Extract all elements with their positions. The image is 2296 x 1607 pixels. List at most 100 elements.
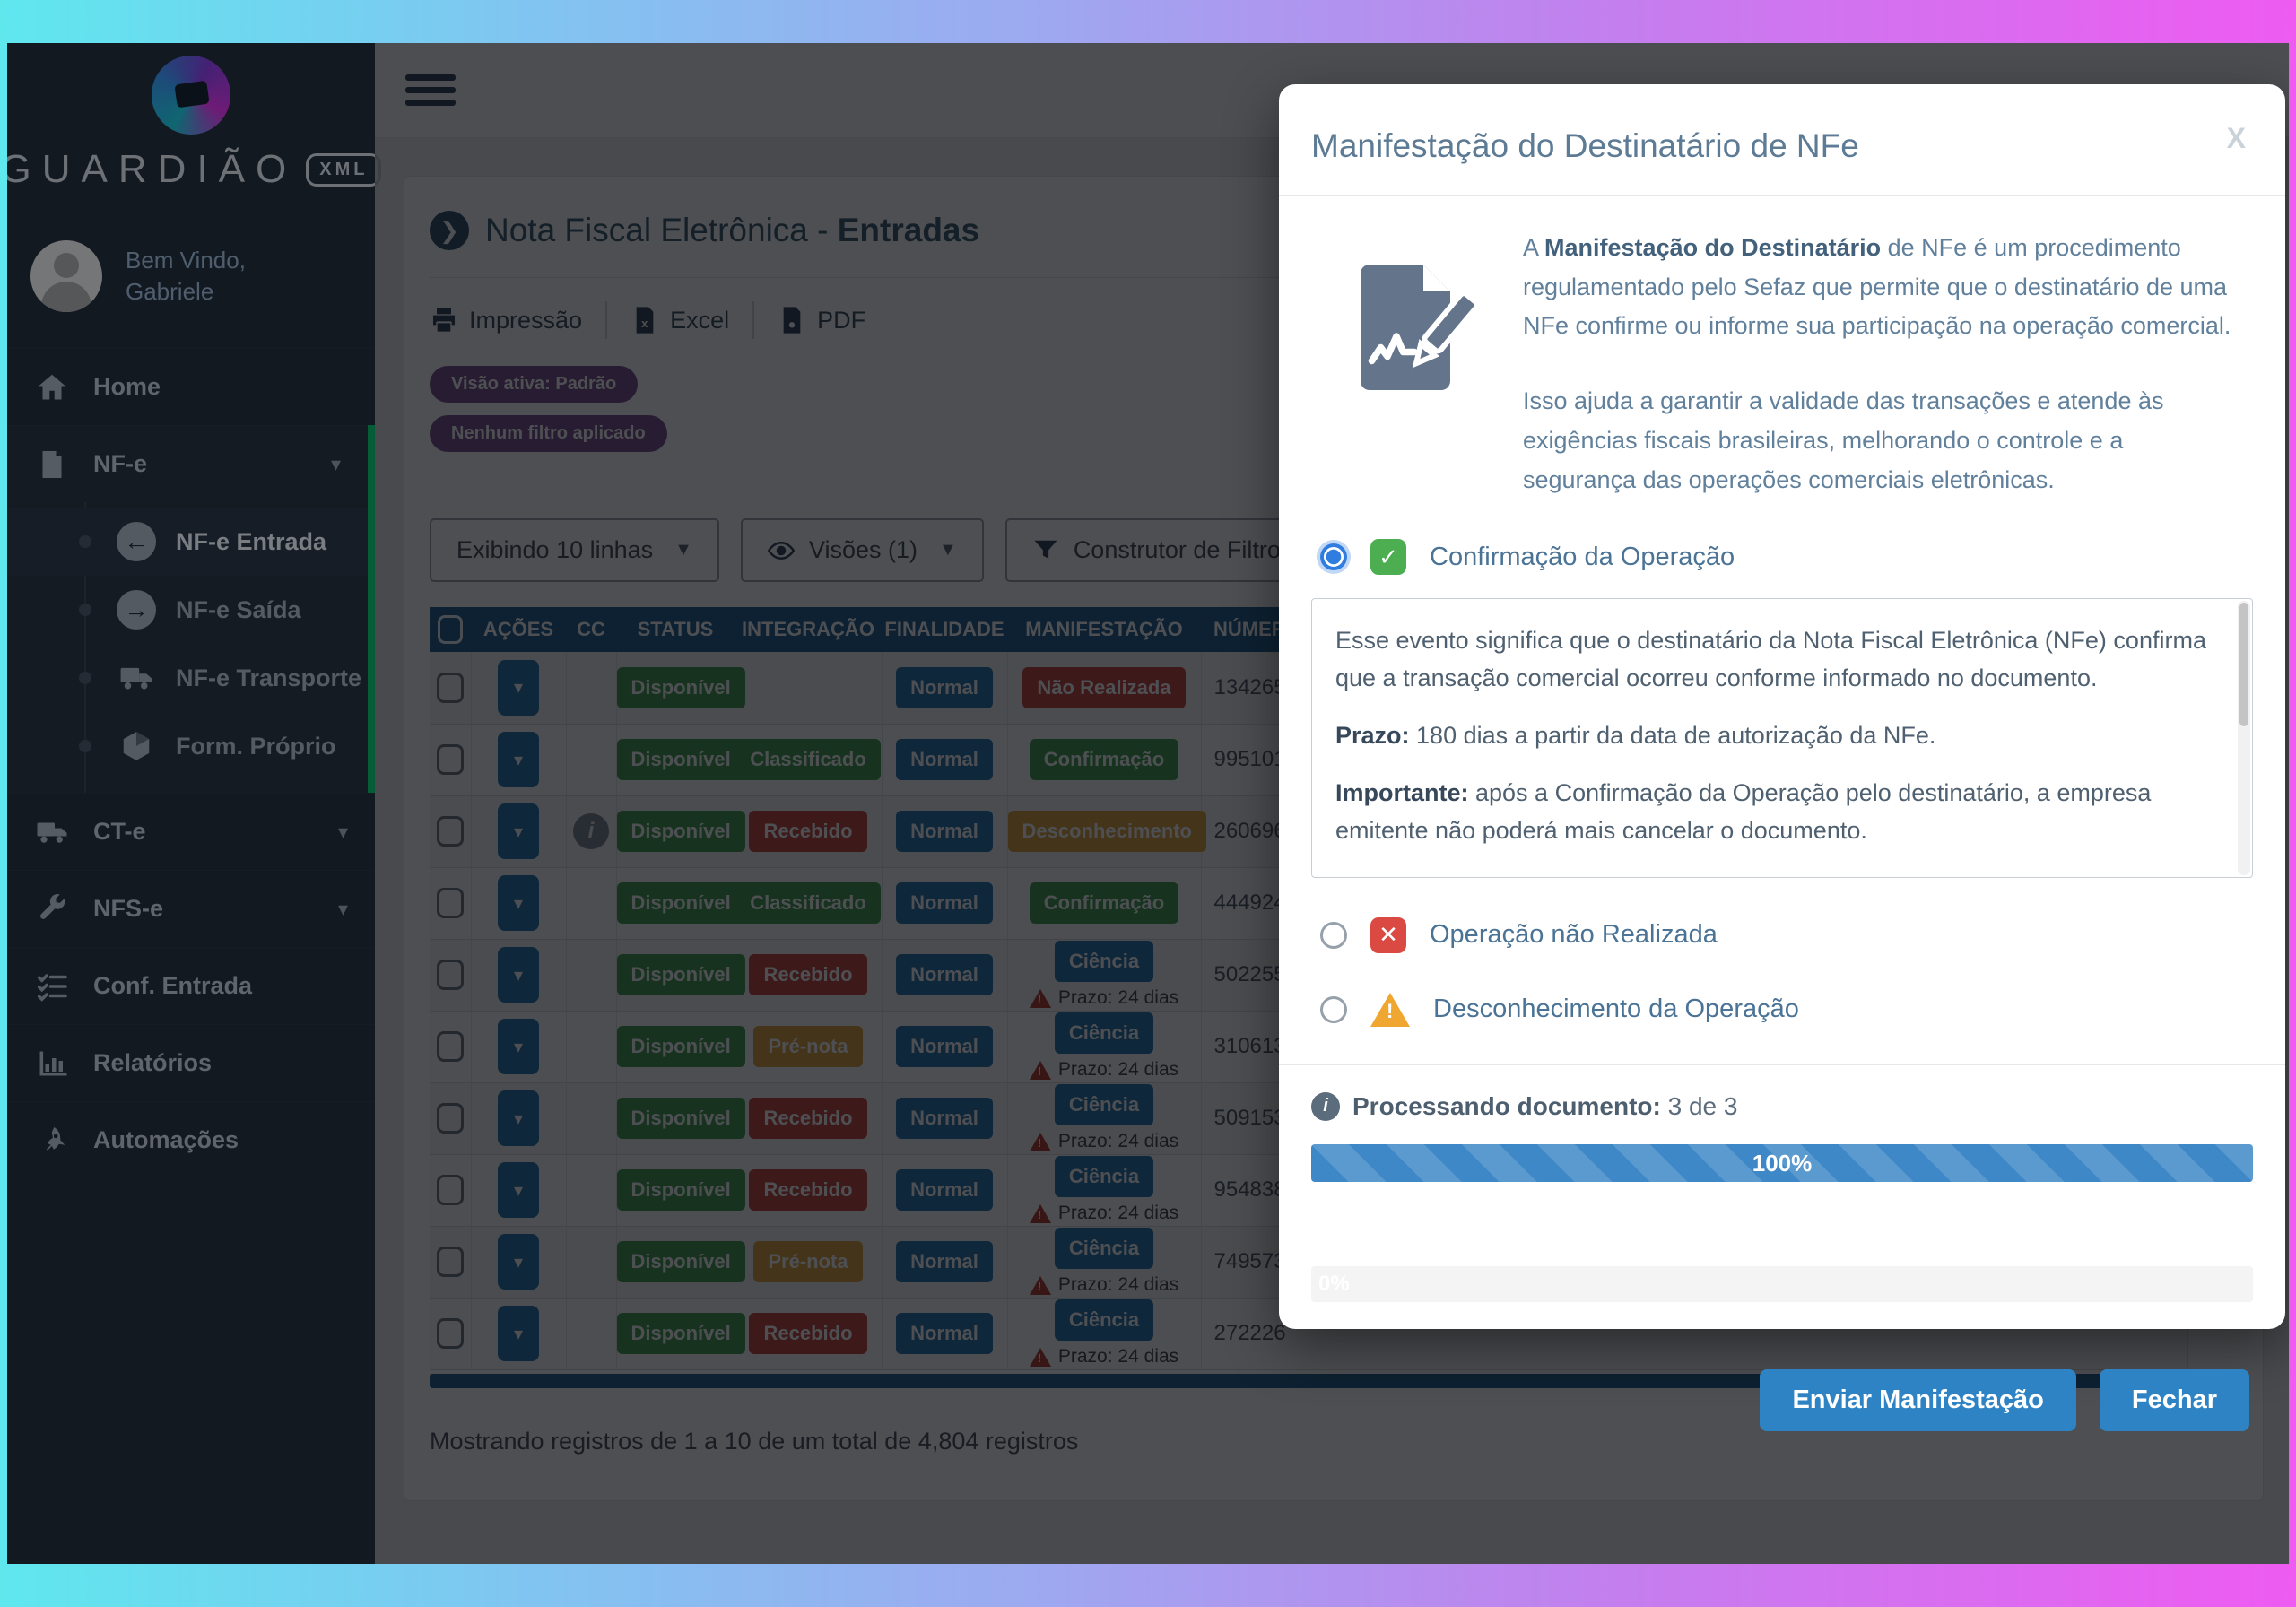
home-icon (34, 371, 70, 404)
page-title-prefix: Nota Fiscal Eletrônica - (485, 212, 838, 248)
row-actions-dropdown[interactable]: ▾ (498, 1019, 539, 1074)
manifestacao-badge: Não Realizada (1022, 666, 1186, 708)
views-dropdown[interactable]: Visões (1) ▼ (740, 518, 984, 582)
select-all-checkbox[interactable] (438, 615, 463, 644)
sidebar-item-home[interactable]: Home (7, 348, 375, 425)
prazo-label: Prazo: 24 dias (1057, 1203, 1179, 1223)
sidebar-item-nfe-transporte[interactable]: NF-e Transporte (7, 644, 368, 712)
filter-builder-button[interactable]: Construtor de Filtro (1004, 518, 1308, 582)
sidebar-item-form-proprio[interactable]: Form. Próprio (7, 712, 368, 780)
sidebar-item-label: Conf. Entrada (93, 972, 253, 999)
sidebar-item-nfe-entrada[interactable]: ← NF-e Entrada (7, 508, 368, 576)
prazo-warning: Prazo: 24 dias (1029, 1346, 1178, 1368)
info-icon[interactable]: i (573, 813, 609, 849)
row-checkbox[interactable] (436, 672, 464, 703)
row-actions-dropdown[interactable]: ▾ (498, 1090, 539, 1146)
fechar-button[interactable]: Fechar (2099, 1368, 2249, 1431)
row-cc-cell (566, 1011, 617, 1083)
scrollbar[interactable] (2238, 601, 2250, 875)
row-select-cell (430, 1154, 472, 1227)
sidebar-subitem-label: NF-e Transporte (176, 664, 362, 691)
close-icon[interactable]: X (2226, 122, 2246, 154)
row-actions-dropdown[interactable]: ▾ (498, 875, 539, 931)
pdf-button[interactable]: PDF (778, 306, 865, 334)
row-checkbox[interactable] (436, 1247, 464, 1277)
row-select-cell (430, 1011, 472, 1083)
hamburger-menu-icon[interactable] (405, 68, 456, 112)
row-checkbox[interactable] (436, 1031, 464, 1062)
brand-xml-badge: XML (306, 152, 382, 187)
status-badge: Disponível (616, 882, 745, 924)
sidebar-item-nfe[interactable]: NF-e ▾ (7, 425, 368, 502)
sidebar-item-cte[interactable]: CT-e ▾ (7, 793, 375, 870)
desc-paragraph: Esse evento significa que o destinatário… (1335, 627, 2206, 692)
row-finalidade-cell: Normal (882, 867, 1008, 940)
print-button[interactable]: Impressão (430, 306, 582, 334)
enviar-manifestacao-button[interactable]: Enviar Manifestação (1760, 1368, 2076, 1431)
row-cc-cell: i (566, 795, 617, 868)
status-badge: Disponível (616, 1241, 745, 1282)
row-checkbox[interactable] (436, 960, 464, 990)
option-label[interactable]: Operação não Realizada (1430, 920, 1718, 950)
sidebar-item-nfe-saida[interactable]: → NF-e Saída (7, 576, 368, 644)
prazo-warning: Prazo: 24 dias (1029, 1203, 1179, 1224)
modal-footer: Enviar Manifestação Fechar (1279, 1341, 2285, 1467)
row-checkbox[interactable] (436, 1318, 464, 1349)
row-actions-dropdown[interactable]: ▾ (498, 1306, 539, 1361)
row-manifestacao-cell: Desconhecimento (1007, 795, 1206, 868)
status-badge: Disponível (616, 954, 745, 995)
radio-confirmacao[interactable] (1320, 543, 1347, 571)
sidebar-section-nfe: NF-e ▾ ← NF-e Entrada → NF-e Saída (7, 425, 375, 793)
row-actions-dropdown[interactable]: ▾ (498, 732, 539, 787)
row-checkbox[interactable] (436, 816, 464, 847)
ciencia-status: Ciência Prazo: 24 dias (1008, 1012, 1201, 1081)
caret-down-icon: ▼ (674, 540, 692, 560)
warning-triangle-icon (1029, 1060, 1051, 1080)
sidebar-item-relatorios[interactable]: Relatórios (7, 1024, 375, 1101)
row-checkbox[interactable] (436, 1175, 464, 1205)
row-actions-dropdown[interactable]: ▾ (498, 1234, 539, 1290)
option-label[interactable]: Confirmação da Operação (1430, 542, 1735, 571)
sidebar-item-nfse[interactable]: NFS-e ▾ (7, 870, 375, 947)
radio-desconhecimento[interactable] (1320, 995, 1347, 1023)
filter-badges: Visão ativa: Padrão Nenhum filtro aplica… (430, 366, 2263, 452)
row-checkbox[interactable] (436, 744, 464, 775)
warning-triangle-icon (1029, 1203, 1051, 1223)
row-actions-cell: ▾ (471, 1154, 567, 1227)
sidebar-item-conf-entrada[interactable]: Conf. Entrada (7, 947, 375, 1024)
finalidade-badge: Normal (896, 666, 993, 708)
row-integracao-cell: Classificado (735, 724, 883, 796)
integracao-badge: Pré-nota (753, 1241, 863, 1282)
excel-button[interactable]: x Excel (631, 306, 729, 334)
row-checkbox[interactable] (436, 888, 464, 918)
row-checkbox[interactable] (436, 1103, 464, 1134)
option-label[interactable]: Desconhecimento da Operação (1433, 995, 1799, 1024)
row-actions-dropdown[interactable]: ▾ (498, 1162, 539, 1218)
row-cc-cell (566, 1082, 617, 1155)
avatar[interactable] (30, 240, 102, 312)
row-actions-dropdown[interactable]: ▾ (498, 659, 539, 716)
app-window: GUARDIÃO XML Bem Vindo, Gabriele Home (7, 43, 2289, 1564)
pdf-file-icon (783, 307, 801, 334)
row-status-cell: Disponível (616, 939, 745, 1012)
row-select-cell (430, 1082, 472, 1155)
row-cc-cell (566, 867, 617, 940)
sidebar-item-automacoes[interactable]: Automações (7, 1101, 375, 1178)
arrow-left-circle-icon: ← (117, 522, 156, 561)
row-actions-cell: ▾ (471, 724, 567, 796)
file-icon (34, 448, 70, 481)
sidebar: GUARDIÃO XML Bem Vindo, Gabriele Home (7, 43, 382, 1564)
no-filter-badge: Nenhum filtro aplicado (430, 415, 667, 452)
rows-per-page-dropdown[interactable]: Exibindo 10 linhas ▼ (430, 518, 719, 582)
row-actions-dropdown[interactable]: ▾ (498, 804, 539, 859)
prazo-warning: Prazo: 24 dias (1029, 987, 1178, 1009)
progress-bar: 100% (1311, 1143, 2253, 1182)
radio-nao-realizada[interactable] (1320, 921, 1347, 949)
x-square-icon: ✕ (1370, 916, 1406, 953)
select-all-header[interactable] (430, 607, 471, 652)
row-actions-dropdown[interactable]: ▾ (498, 947, 539, 1003)
horizontal-scrollbar[interactable] (430, 1373, 2187, 1388)
integracao-badge: Pré-nota (753, 1026, 863, 1067)
sidebar-item-label: CT-e (93, 818, 146, 845)
row-select-cell (430, 867, 472, 940)
